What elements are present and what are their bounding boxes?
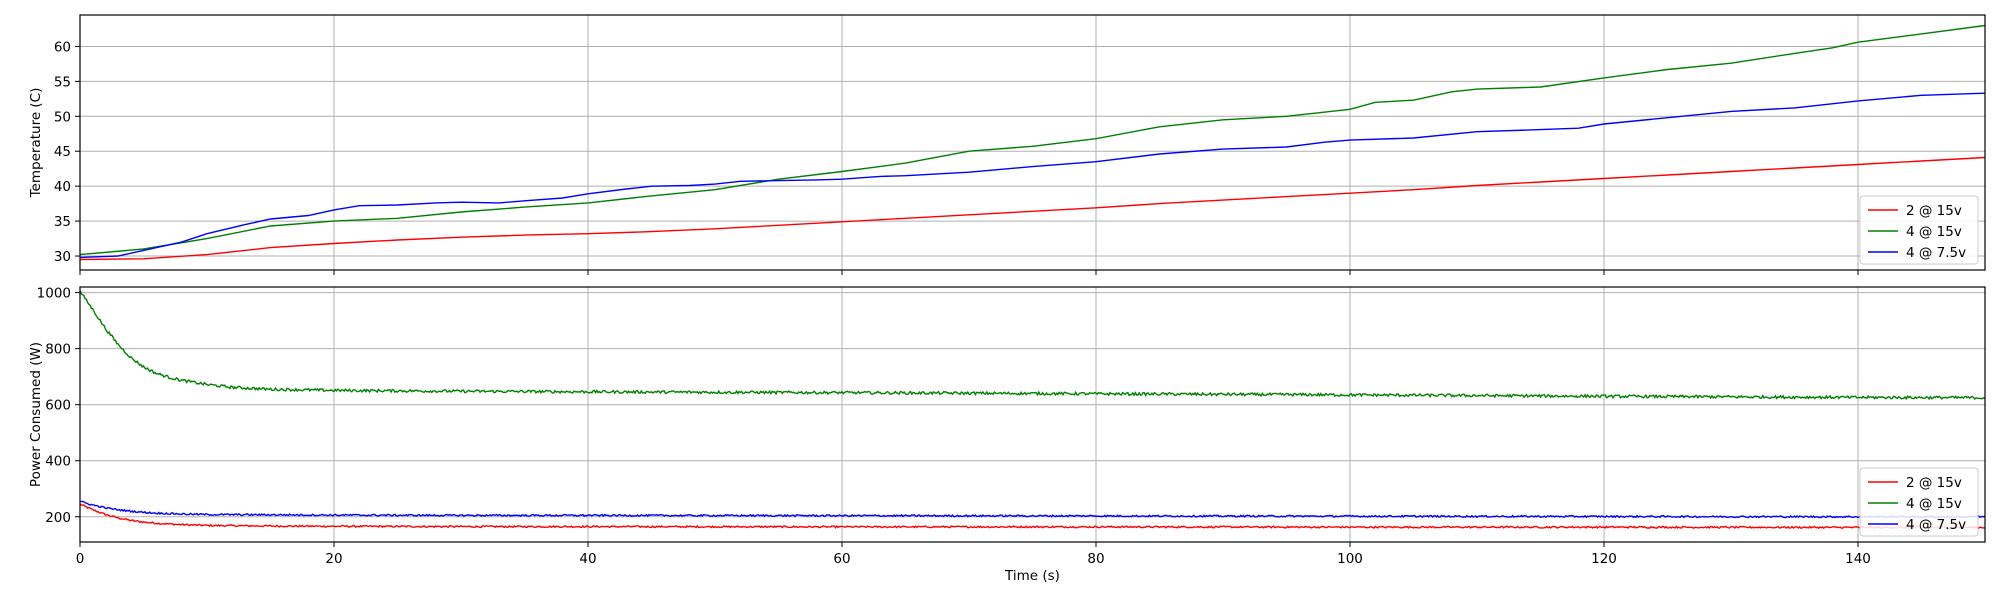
y-axis-label: Power Consumed (W) — [28, 342, 44, 487]
series-line-2 — [80, 92, 1985, 259]
y-tick-label: 400 — [45, 454, 71, 470]
power-panel: 0 20 40 60 80 100 120 140 200 400 600 800 1000 Power … — [28, 286, 1986, 584]
y-tick-label: 55 — [54, 74, 71, 90]
y-tick-label: 1000 — [37, 286, 71, 302]
x-tick-label: 100 — [1337, 551, 1363, 567]
x-tick-label: 140 — [1845, 551, 1871, 567]
x-tick-label: 80 — [1087, 551, 1104, 567]
y-tick-label: 50 — [54, 109, 71, 125]
y-tick-label: 30 — [54, 249, 71, 265]
legend-label-1: 4 @ 15v — [1906, 496, 1962, 512]
y-axis-label: Temperature (C) — [28, 88, 44, 199]
y-tick-label: 800 — [45, 342, 71, 358]
x-tick-label: 40 — [579, 551, 596, 567]
x-tick-label: 120 — [1591, 551, 1617, 567]
y-tick-label: 45 — [54, 144, 71, 160]
legend-label-1: 4 @ 15v — [1906, 224, 1962, 240]
legend-label-2: 4 @ 7.5v — [1906, 517, 1966, 533]
x-tick-label: 0 — [76, 551, 85, 567]
legend-label-0: 2 @ 15v — [1906, 203, 1962, 219]
y-tick-label: 40 — [54, 179, 71, 195]
y-tick-label: 200 — [45, 510, 71, 526]
x-axis-label: Time (s) — [1004, 568, 1060, 584]
y-tick-label: 600 — [45, 398, 71, 414]
x-tick-label: 20 — [325, 551, 342, 567]
series-line-1 — [80, 24, 1985, 256]
legend-box — [1859, 195, 1979, 265]
y-tick-label: 35 — [54, 214, 71, 230]
legend-label-0: 2 @ 15v — [1906, 475, 1962, 491]
series-line-2 — [80, 500, 1985, 519]
plot-frame — [79, 14, 1986, 271]
x-tick-label: 60 — [833, 551, 850, 567]
y-tick-label: 60 — [54, 39, 71, 55]
series-line-0 — [80, 503, 1985, 530]
series-line-1 — [80, 290, 1985, 401]
series-line-0 — [80, 156, 1985, 261]
legend-label-2: 4 @ 7.5v — [1906, 245, 1966, 261]
legend-box — [1859, 467, 1979, 537]
temperature-panel: 30 35 40 45 50 55 60 Temperature (C) 2 @ 15v 4 @ … — [28, 14, 1986, 275]
plot-frame — [79, 286, 1986, 543]
